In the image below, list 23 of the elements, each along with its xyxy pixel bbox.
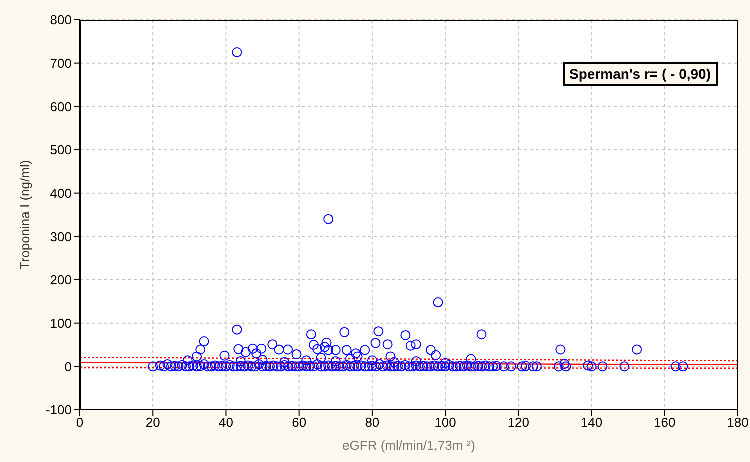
y-tick-label: 100 (50, 316, 72, 331)
y-tick-label: 600 (50, 99, 72, 114)
x-tick-label: 20 (146, 415, 160, 430)
x-tick-label: 180 (727, 415, 749, 430)
x-tick-label: 60 (292, 415, 307, 430)
y-tick-label: 700 (50, 56, 72, 71)
x-tick-label: 160 (654, 415, 676, 430)
y-tick-label: 200 (50, 272, 72, 288)
x-tick-label: 80 (365, 415, 380, 430)
y-axis-title: Troponina I (ng/ml) (18, 160, 33, 270)
x-tick-label: 140 (580, 415, 603, 430)
y-tick-label: 800 (50, 12, 72, 28)
y-tick-label: -100 (46, 402, 72, 418)
y-tick-label: 300 (50, 229, 72, 244)
x-axis-title: eGFR (ml/min/1,73m ²) (342, 438, 476, 453)
x-tick-label: 0 (76, 415, 84, 430)
y-tick-label: 0 (64, 359, 72, 374)
x-tick-label: 120 (508, 415, 530, 430)
x-tick-label: 40 (218, 415, 234, 430)
y-tick-label: 500 (50, 142, 72, 158)
annotation: Sperman's r= ( - 0,90) (562, 62, 718, 86)
y-tick-label: 400 (50, 186, 72, 201)
x-tick-label: 100 (434, 415, 456, 430)
